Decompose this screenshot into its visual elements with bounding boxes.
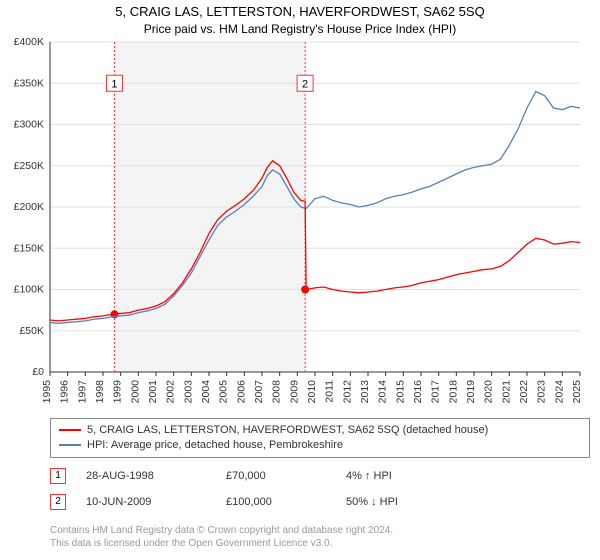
sale-marker-label: 2 [302, 78, 308, 90]
y-tick-label: £0 [32, 366, 44, 378]
sale-marker-label: 1 [111, 78, 117, 90]
x-tick-label: 1996 [59, 380, 71, 404]
x-tick-label: 2014 [377, 380, 389, 404]
attribution-line1: Contains HM Land Registry data © Crown c… [50, 525, 393, 536]
x-tick-label: 2022 [518, 380, 530, 404]
y-tick-label: £200K [14, 201, 44, 213]
x-tick-label: 2004 [200, 380, 212, 404]
attribution-line2: This data is licensed under the Open Gov… [50, 538, 332, 549]
sale-delta: 50% ↓ HPI [346, 496, 466, 508]
attribution: Contains HM Land Registry data © Crown c… [50, 524, 393, 550]
x-tick-label: 2023 [536, 380, 548, 404]
y-tick-label: £300K [14, 119, 44, 131]
x-tick-label: 2001 [147, 380, 159, 404]
sale-row: 1 28-AUG-1998£70,0004% ↑ HPI [50, 468, 466, 484]
x-tick-label: 2017 [430, 380, 442, 404]
x-tick-label: 2006 [235, 380, 247, 404]
x-tick-label: 2020 [483, 380, 495, 404]
x-tick-label: 2025 [571, 380, 583, 404]
x-tick-label: 1997 [76, 380, 88, 404]
y-tick-label: £250K [14, 160, 44, 172]
x-tick-label: 2015 [394, 380, 406, 404]
x-tick-label: 2018 [447, 380, 459, 404]
legend-item: HPI: Average price, detached house, Pemb… [59, 438, 581, 453]
price-chart: £0 £50K £100K £150K £200K £250K £300K £350K £400… [0, 0, 600, 420]
sale-price: £70,000 [226, 470, 346, 482]
x-tick-label: 2013 [359, 380, 371, 404]
x-tick-label: 1995 [41, 380, 53, 404]
legend-label: 5, CRAIG LAS, LETTERSTON, HAVERFORDWEST,… [87, 424, 488, 436]
x-tick-label: 2010 [306, 380, 318, 404]
x-tick-label: 2003 [182, 380, 194, 404]
sale-date: 28-AUG-1998 [86, 470, 226, 482]
x-tick-label: 2011 [324, 380, 336, 403]
x-tick-label: 2005 [218, 380, 230, 404]
x-tick-label: 2016 [412, 380, 424, 404]
sale-row: 2 10-JUN-2009£100,00050% ↓ HPI [50, 494, 466, 510]
y-tick-label: £150K [14, 242, 44, 254]
x-tick-label: 2008 [271, 380, 283, 404]
legend: 5, CRAIG LAS, LETTERSTON, HAVERFORDWEST,… [50, 418, 590, 458]
y-tick-label: £350K [14, 77, 44, 89]
legend-item: 5, CRAIG LAS, LETTERSTON, HAVERFORDWEST,… [59, 423, 581, 438]
sale-delta: 4% ↑ HPI [346, 470, 466, 482]
x-tick-label: 2009 [288, 380, 300, 404]
x-tick-label: 2012 [341, 380, 353, 404]
y-tick-label: £400K [14, 36, 44, 48]
x-tick-label: 2000 [129, 380, 141, 404]
legend-swatch [59, 429, 81, 431]
x-tick-label: 1999 [112, 380, 124, 404]
x-tick-label: 2024 [553, 380, 565, 404]
sale-date: 10-JUN-2009 [86, 496, 226, 508]
sale-price: £100,000 [226, 496, 346, 508]
sale-marker-ref: 2 [50, 494, 66, 510]
x-tick-label: 2007 [253, 380, 265, 404]
x-tick-label: 1998 [94, 380, 106, 404]
x-tick-label: 2019 [465, 380, 477, 404]
x-tick-label: 2021 [500, 380, 512, 404]
x-tick-label: 2002 [165, 380, 177, 404]
y-tick-label: £100K [14, 284, 44, 296]
y-tick-label: £50K [19, 325, 44, 337]
legend-swatch [59, 444, 81, 446]
sale-marker-ref: 1 [50, 468, 66, 484]
legend-label: HPI: Average price, detached house, Pemb… [87, 439, 343, 451]
